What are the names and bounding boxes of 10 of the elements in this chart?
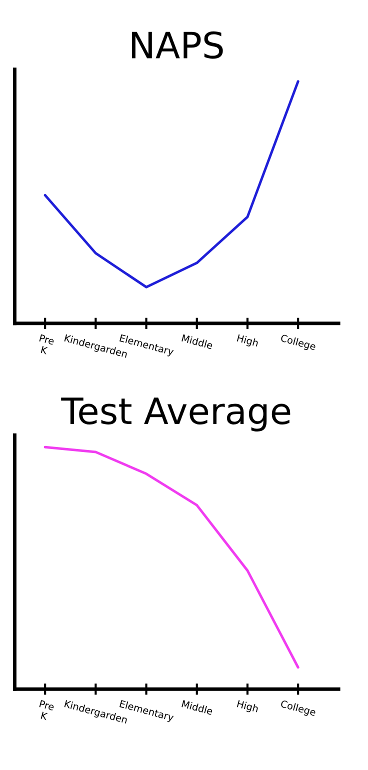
x-tick-label: High	[236, 700, 259, 714]
x-tick-label: Pre K	[39, 334, 55, 354]
chart-title: NAPS	[132, 31, 223, 59]
x-tick-label: Pre K	[39, 700, 55, 720]
x-tick-label: High	[236, 334, 259, 348]
x-tick-label: Middle	[182, 334, 214, 350]
x-tick-label: College	[280, 700, 316, 718]
x-tick-label: College	[280, 334, 316, 352]
chart-title: Test Average	[61, 398, 290, 432]
x-tick-label: Middle	[182, 700, 214, 716]
